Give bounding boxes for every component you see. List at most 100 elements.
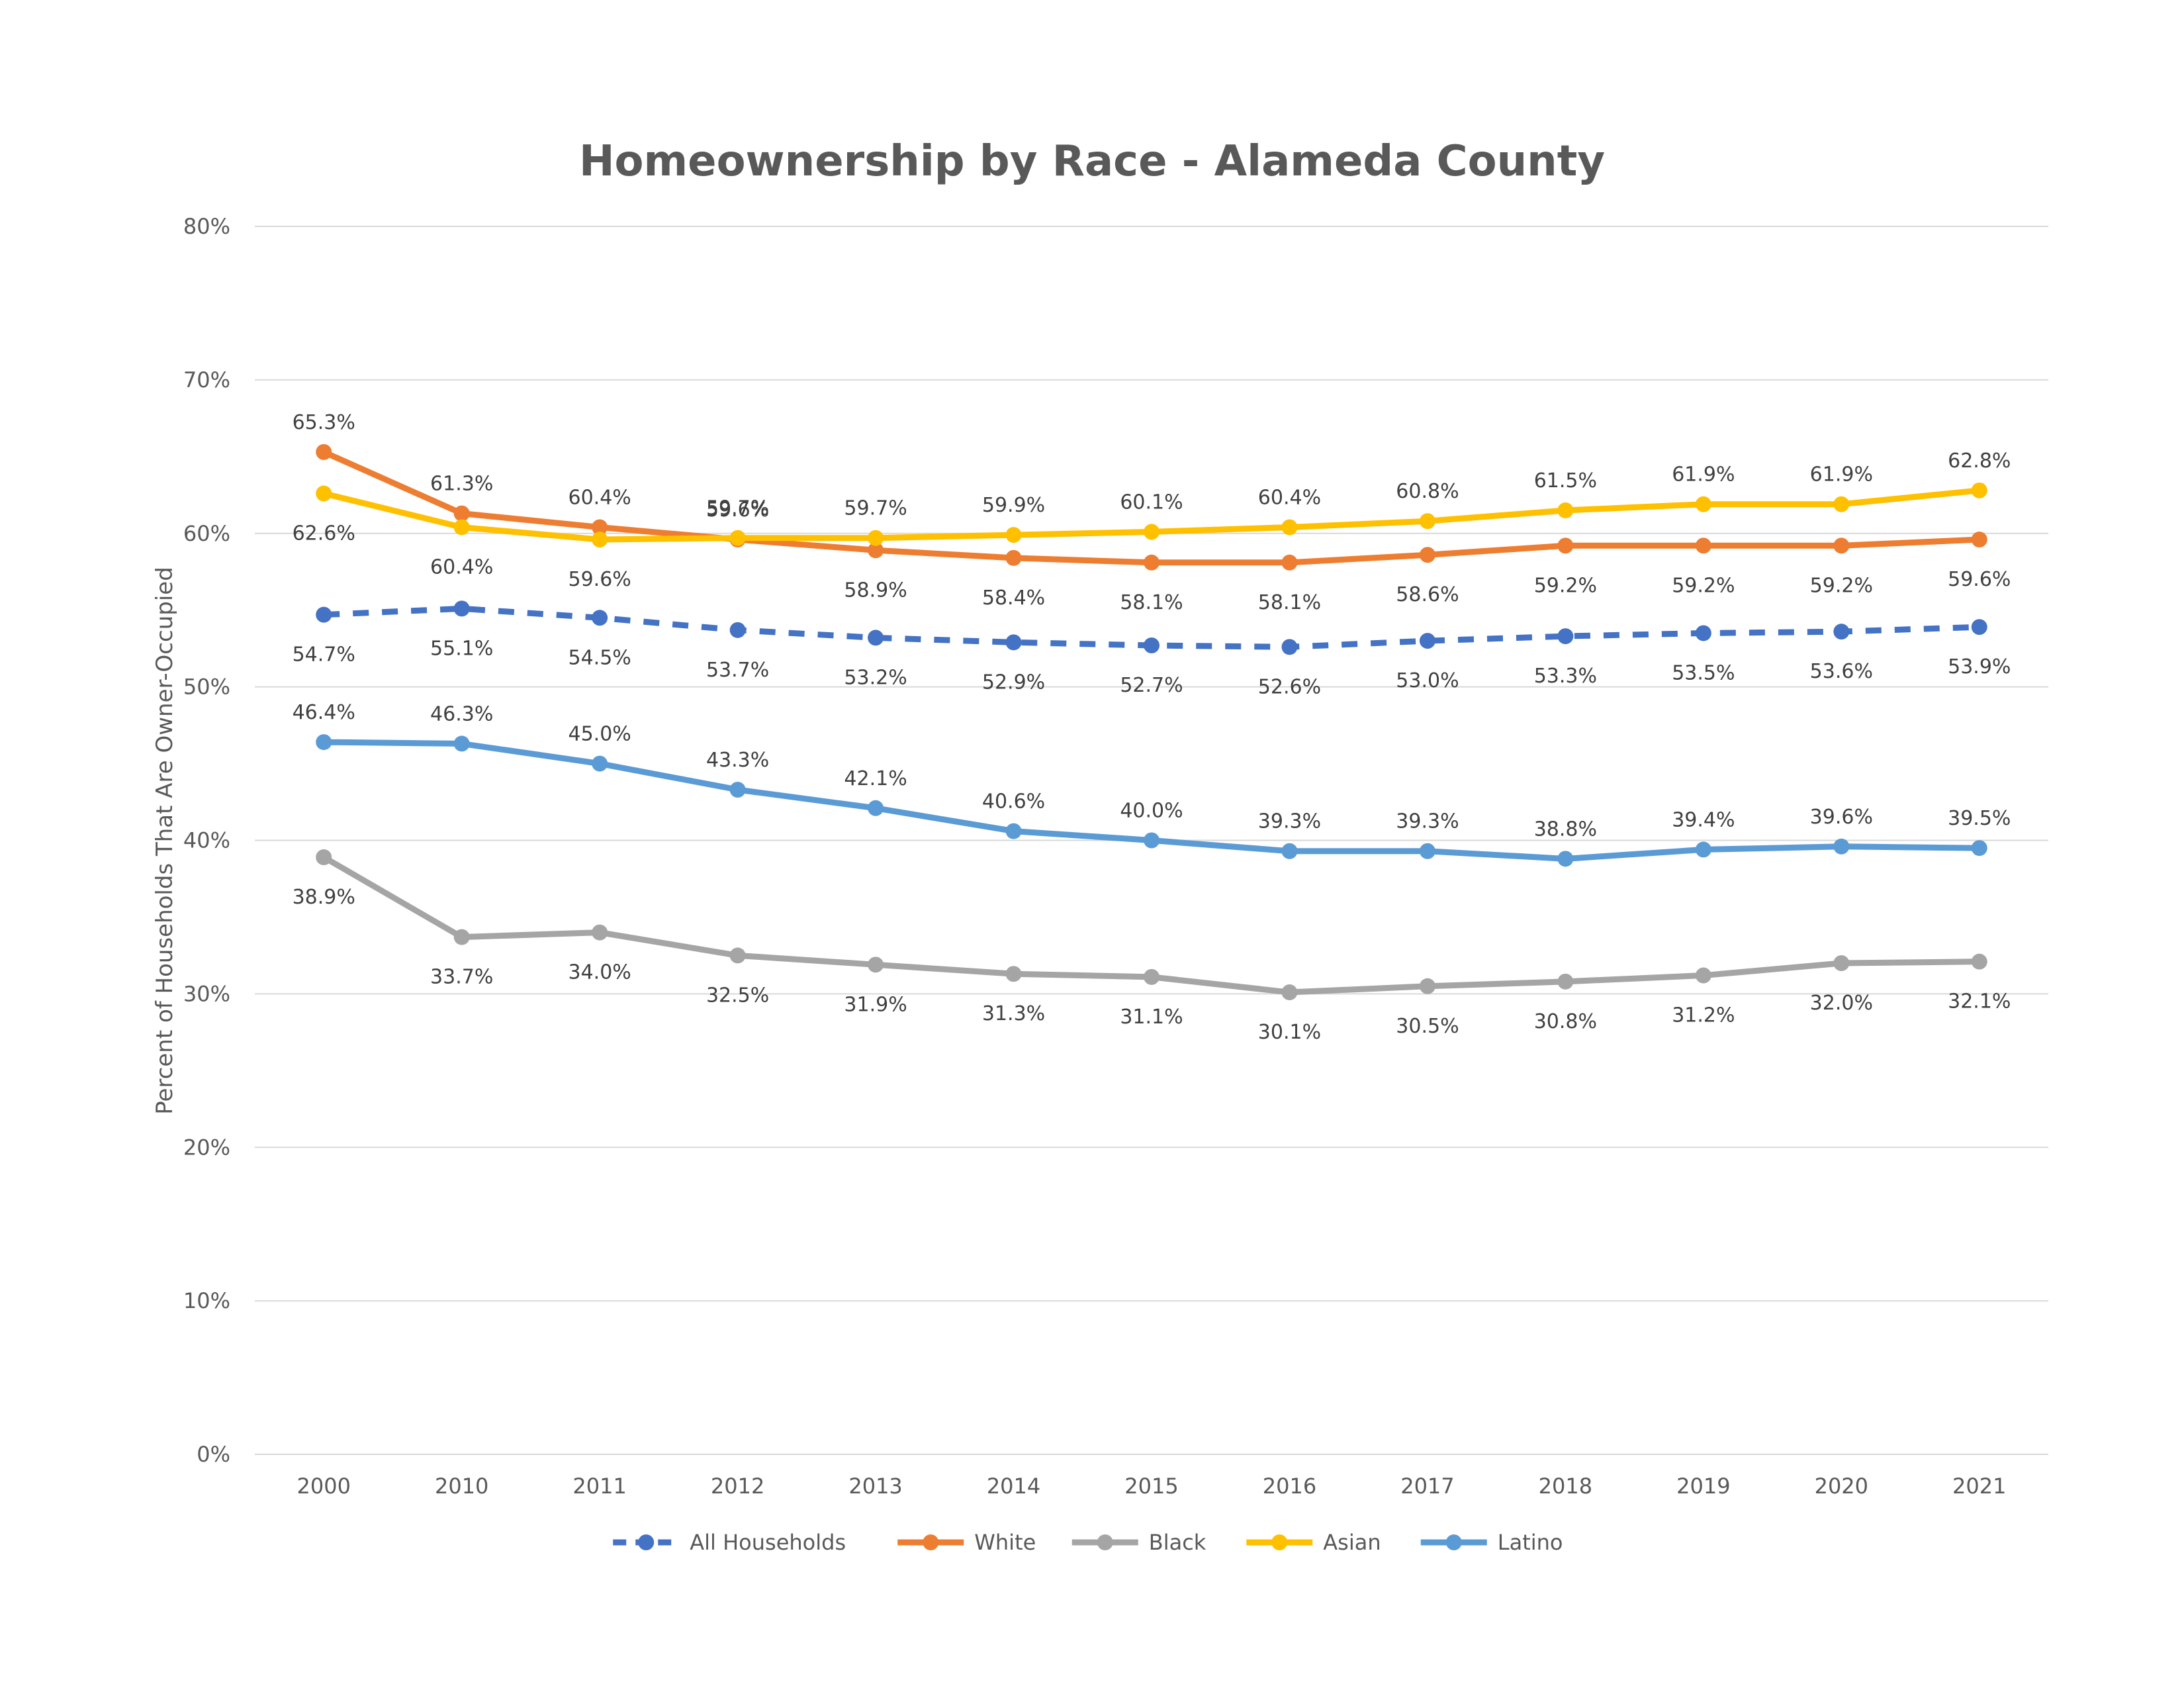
y-axis-title: Percent of Households That Are Owner-Occ… <box>152 567 178 1115</box>
series-latino <box>316 734 1987 867</box>
y-tick-label: 0% <box>197 1442 230 1467</box>
data-label-latino: 39.3% <box>1396 810 1459 833</box>
data-point-white <box>1419 547 1435 563</box>
data-label-latino: 39.6% <box>1810 806 1873 829</box>
x-tick-label: 2017 <box>1400 1474 1454 1499</box>
data-point-asian <box>729 530 746 546</box>
data-point-white <box>1144 554 1160 571</box>
legend-item-white: White <box>897 1530 1036 1555</box>
data-label-black: 30.8% <box>1534 1010 1597 1033</box>
data-label-asian: 59.6% <box>568 568 631 591</box>
x-tick-label: 2014 <box>987 1474 1040 1499</box>
legend-label-black: Black <box>1149 1530 1206 1555</box>
data-label-asian: 62.8% <box>1948 449 2011 473</box>
data-point-black <box>1557 973 1574 990</box>
data-label-white: 59.6% <box>706 498 769 522</box>
data-label-asian: 59.9% <box>982 494 1045 517</box>
data-point-white <box>1005 549 1022 566</box>
legend-marker-latino <box>1445 1534 1462 1550</box>
data-point-all-households <box>453 600 470 617</box>
legend-marker-white <box>923 1534 939 1550</box>
x-tick-label: 2016 <box>1263 1474 1316 1499</box>
data-point-all-households <box>1971 619 1987 635</box>
y-tick-label: 30% <box>183 981 230 1006</box>
data-label-asian: 61.9% <box>1810 463 1873 487</box>
data-label-black: 32.1% <box>1948 990 2011 1013</box>
data-point-white <box>1557 538 1574 554</box>
data-point-white <box>592 519 608 536</box>
x-tick-label: 2013 <box>848 1474 902 1499</box>
x-tick-label: 2000 <box>297 1474 351 1499</box>
data-point-latino <box>1281 843 1298 859</box>
legend-marker-all-households <box>638 1534 655 1550</box>
data-label-all-households: 54.5% <box>568 646 631 669</box>
data-point-latino <box>453 735 470 752</box>
data-label-latino: 45.0% <box>568 723 631 746</box>
data-labels: 54.7% 55.1% 54.5% 53.7% 53.2% 52.9% 52.7% 52.6%… <box>293 411 2011 1044</box>
data-point-latino <box>316 734 332 751</box>
x-tick-label: 2019 <box>1676 1474 1730 1499</box>
data-label-asian: 60.4% <box>1258 486 1321 509</box>
x-tick-label: 2010 <box>435 1474 488 1499</box>
data-label-black: 38.9% <box>293 886 355 909</box>
data-point-white <box>453 505 470 522</box>
data-label-black: 34.0% <box>568 961 631 984</box>
data-point-white <box>1695 538 1711 554</box>
series-asian <box>316 482 1987 548</box>
series-black <box>316 849 1987 1001</box>
data-label-asian: 62.6% <box>293 522 355 545</box>
data-label-asian: 60.8% <box>1396 480 1459 503</box>
data-label-white: 58.6% <box>1396 583 1459 606</box>
legend-marker-asian <box>1271 1534 1288 1550</box>
y-tick-label: 70% <box>183 367 230 393</box>
data-label-asian: 61.5% <box>1534 469 1597 492</box>
data-point-asian <box>1557 502 1574 518</box>
legend-item-black: Black <box>1071 1530 1206 1555</box>
x-tick-label: 2011 <box>572 1474 626 1499</box>
data-point-black <box>1005 966 1022 982</box>
data-label-all-households: 52.6% <box>1258 675 1321 698</box>
y-axis-ticks: 0% 10% 20% 30% 40% 50% 60% 70% 80% <box>183 214 230 1467</box>
data-point-latino <box>1419 843 1435 859</box>
data-point-asian <box>1833 496 1850 512</box>
data-point-asian <box>453 519 470 536</box>
data-point-latino <box>868 800 884 816</box>
data-label-all-households: 53.2% <box>844 666 907 689</box>
data-point-white <box>1971 532 1987 548</box>
legend-label-asian: Asian <box>1323 1530 1381 1555</box>
data-point-black <box>729 947 746 964</box>
legend-item-all-households: All Households <box>613 1530 846 1555</box>
data-label-latino: 42.1% <box>844 767 907 790</box>
data-label-white: 58.4% <box>982 586 1045 610</box>
data-label-black: 32.0% <box>1810 992 1873 1015</box>
data-point-all-households <box>592 610 608 626</box>
data-point-asian <box>868 530 884 546</box>
data-point-asian <box>1419 513 1435 530</box>
data-point-white <box>868 542 884 559</box>
data-label-all-households: 53.9% <box>1948 655 2011 679</box>
data-point-black <box>1144 968 1160 985</box>
data-point-asian <box>316 485 332 502</box>
data-label-white: 59.2% <box>1810 574 1873 597</box>
legend-item-asian: Asian <box>1246 1530 1381 1555</box>
data-point-white <box>1833 538 1850 554</box>
data-point-black <box>868 957 884 973</box>
data-label-all-households: 55.1% <box>430 637 493 660</box>
data-label-all-households: 52.7% <box>1120 674 1183 697</box>
data-label-black: 30.5% <box>1396 1015 1459 1038</box>
chart-title: Homeownership by Race - Alameda County <box>579 137 1605 186</box>
data-point-black <box>316 849 332 866</box>
data-label-asian: 60.1% <box>1120 491 1183 514</box>
legend: All Households White Black Asian Latino <box>613 1530 1563 1555</box>
data-point-black <box>1695 967 1711 984</box>
series-lines <box>316 444 1987 1001</box>
data-label-black: 30.1% <box>1258 1021 1321 1044</box>
data-point-all-households <box>729 622 746 638</box>
data-label-latino: 46.4% <box>293 701 355 724</box>
data-point-black <box>1971 953 1987 970</box>
data-point-asian <box>1005 527 1022 543</box>
y-tick-label: 80% <box>183 214 230 239</box>
data-label-latino: 39.4% <box>1672 808 1735 831</box>
data-point-latino <box>592 755 608 772</box>
